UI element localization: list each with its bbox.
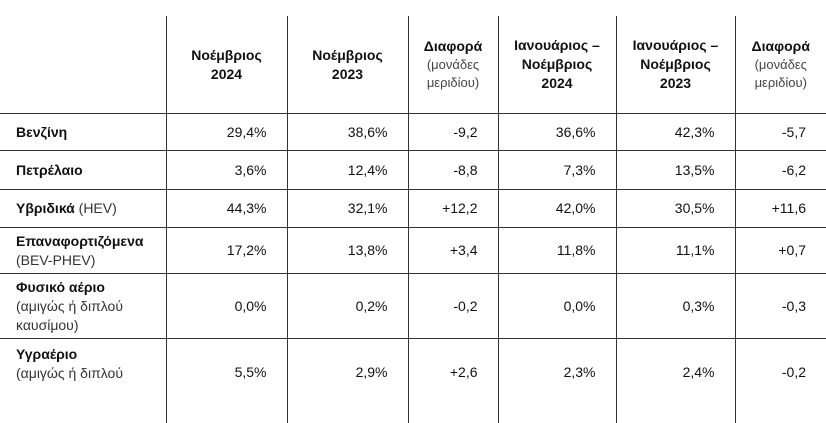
cell-diff-nov: -9,2 [408,114,498,151]
table-row: Υβριδικά (HEV) 44,3% 32,1% +12,2 42,0% 3… [0,190,826,228]
cell-diff-ytd: -0,3 [735,274,826,339]
header-nov-2024: Νοέμβριος 2024 [166,16,287,114]
cell-nov-2023: 38,6% [287,114,408,151]
cell-ytd-2024: 11,8% [498,228,616,274]
cell-ytd-2023: 42,3% [616,114,735,151]
cell-nov-2024: 17,2% [166,228,287,274]
cell-ytd-2024: 42,0% [498,190,616,228]
cell-nov-2023: 13,8% [287,228,408,274]
cell-nov-2023: 32,1% [287,190,408,228]
table-row: Επαναφορτιζόμενα(BEV-PHEV) 17,2% 13,8% +… [0,228,826,274]
table-row: Υγραέριο(αμιγώς ή διπλού 5,5% 2,9% +2,6 … [0,339,826,423]
table-row: Πετρέλαιο 3,6% 12,4% -8,8 7,3% 13,5% -6,… [0,151,826,190]
cell-nov-2024: 0,0% [166,274,287,339]
row-label: Υβριδικά (HEV) [0,190,166,228]
row-label: Βενζίνη [0,114,166,151]
cell-nov-2023: 2,9% [287,339,408,423]
cell-diff-ytd: -5,7 [735,114,826,151]
table-row: Βενζίνη 29,4% 38,6% -9,2 36,6% 42,3% -5,… [0,114,826,151]
cell-ytd-2023: 0,3% [616,274,735,339]
cell-ytd-2023: 11,1% [616,228,735,274]
cell-diff-nov: +2,6 [408,339,498,423]
cell-nov-2024: 44,3% [166,190,287,228]
cell-nov-2023: 0,2% [287,274,408,339]
cell-nov-2023: 12,4% [287,151,408,190]
row-label: Επαναφορτιζόμενα(BEV-PHEV) [0,228,166,274]
row-label: Υγραέριο(αμιγώς ή διπλού [0,339,166,423]
cell-nov-2024: 3,6% [166,151,287,190]
cell-ytd-2024: 0,0% [498,274,616,339]
cell-diff-ytd: +11,6 [735,190,826,228]
cell-diff-nov: -0,2 [408,274,498,339]
row-label: Πετρέλαιο [0,151,166,190]
header-jan-nov-2023: Ιανουάριος – Νοέμβριος 2023 [616,16,735,114]
cell-nov-2024: 29,4% [166,114,287,151]
cell-diff-nov: +12,2 [408,190,498,228]
cell-diff-ytd: -6,2 [735,151,826,190]
header-nov-2023: Νοέμβριος 2023 [287,16,408,114]
fuel-share-table: Νοέμβριος 2024 Νοέμβριος 2023 Διαφορά (μ… [0,16,826,423]
header-diff-ytd: Διαφορά (μονάδες μεριδίου) [735,16,826,114]
cell-ytd-2023: 30,5% [616,190,735,228]
header-jan-nov-2024: Ιανουάριος – Νοέμβριος 2024 [498,16,616,114]
cell-nov-2024: 5,5% [166,339,287,423]
cell-diff-nov: -8,8 [408,151,498,190]
cell-diff-nov: +3,4 [408,228,498,274]
cell-ytd-2024: 2,3% [498,339,616,423]
cell-diff-ytd: +0,7 [735,228,826,274]
cell-ytd-2024: 36,6% [498,114,616,151]
cell-diff-ytd: -0,2 [735,339,826,423]
header-row: Νοέμβριος 2024 Νοέμβριος 2023 Διαφορά (μ… [0,16,826,114]
header-diff-nov: Διαφορά (μονάδες μεριδίου) [408,16,498,114]
cell-ytd-2023: 13,5% [616,151,735,190]
header-empty-cell [0,16,166,114]
cell-ytd-2023: 2,4% [616,339,735,423]
cell-ytd-2024: 7,3% [498,151,616,190]
